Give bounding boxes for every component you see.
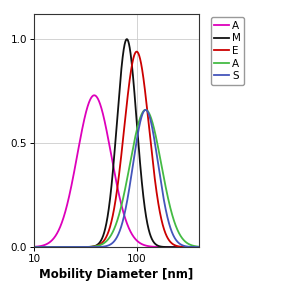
X-axis label: Mobility Diameter [nm]: Mobility Diameter [nm] — [39, 268, 194, 281]
Legend: A, M, E, A, S: A, M, E, A, S — [211, 17, 245, 85]
